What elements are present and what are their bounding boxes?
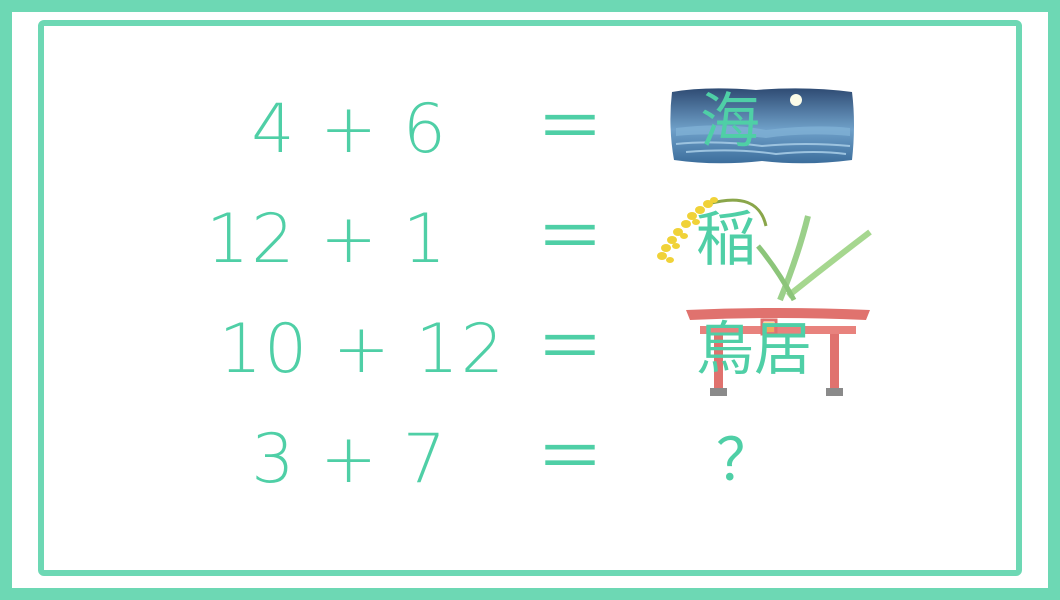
equation-1-lhs: 4 + 6 (251, 90, 448, 169)
answer-question-mark: ？ (716, 426, 775, 494)
puzzle-card (38, 20, 1022, 576)
sea-moon-illustration (670, 88, 854, 164)
equation-row-1: 4 + 6 ＝ 海 (0, 87, 1060, 170)
rice-plant-illustration (657, 197, 872, 302)
answer-torii-kanji: 鳥居 (696, 315, 813, 383)
answer-sea-kanji: 海 (700, 87, 760, 157)
equation-2-equals: ＝ (536, 199, 605, 278)
equation-2-lhs: 12 + 1 (206, 200, 448, 279)
equation-4-lhs: 3 + 7 (251, 420, 448, 499)
torii-gate-illustration (686, 308, 870, 396)
answer-rice-kanji: 稲 (696, 205, 756, 275)
equation-row-3: 10 + 12 ＝ 鳥居 (0, 308, 1060, 396)
equation-row-2: 12 + 1 ＝ 稲 (0, 197, 1060, 302)
equation-row-4: 3 + 7 ＝ ？ (0, 420, 1060, 500)
equation-4-equals: ＝ (536, 419, 605, 498)
equation-1-equals: ＝ (536, 89, 605, 168)
equation-3-equals: ＝ (536, 309, 605, 388)
equation-3-lhs: 10 + 12 (218, 310, 506, 389)
